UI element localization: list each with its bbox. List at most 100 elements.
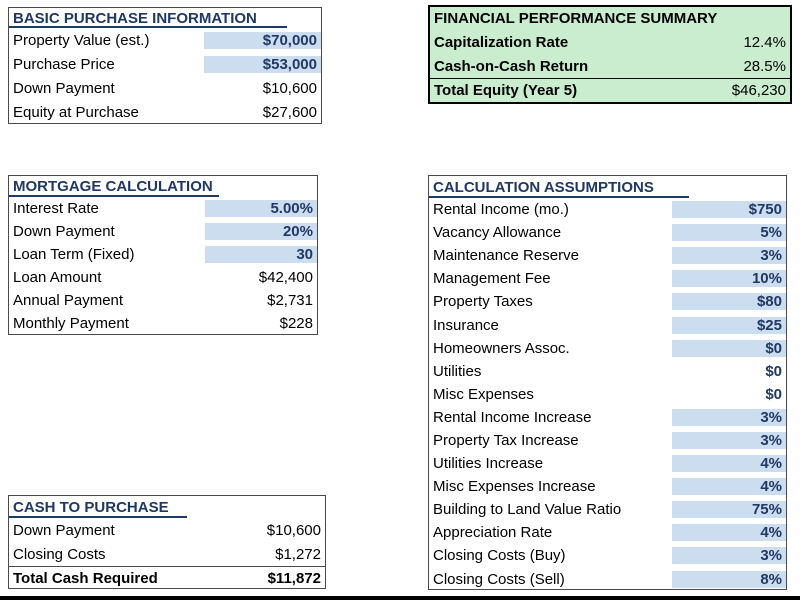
table-row: Utilities $0 <box>429 360 786 383</box>
table-row: Homeowners Assoc. $0 <box>429 337 786 360</box>
row-label: Loan Amount <box>13 269 102 286</box>
row-label: Total Cash Required <box>13 570 158 587</box>
row-label: Homeowners Assoc. <box>433 339 570 357</box>
input-value-cell[interactable]: 3% <box>672 247 786 265</box>
row-label: Property Taxes <box>433 293 533 311</box>
input-value-cell[interactable]: $25 <box>672 316 786 334</box>
input-value-cell[interactable]: 5% <box>672 224 786 242</box>
input-value-cell[interactable]: 75% <box>672 501 786 519</box>
input-value-cell[interactable]: $0 <box>672 339 786 357</box>
input-value-cell[interactable]: $53,000 <box>204 55 321 73</box>
table-row: Capitalization Rate 12.4% <box>430 30 790 54</box>
table-row: Purchase Price $53,000 <box>9 52 321 76</box>
input-value-cell[interactable]: $80 <box>672 293 786 311</box>
row-label: Closing Costs (Sell) <box>433 570 565 588</box>
table-row: Down Payment $10,600 <box>9 518 325 542</box>
input-value-cell[interactable]: 30 <box>205 246 317 263</box>
table-row: Equity at Purchase $27,600 <box>9 100 321 124</box>
table-row: Closing Costs $1,272 <box>9 542 325 566</box>
assumptions-table: CALCULATION ASSUMPTIONS Rental Income (m… <box>428 175 787 590</box>
basic-purchase-table: BASIC PURCHASE INFORMATION Property Valu… <box>8 7 322 124</box>
value-cell[interactable]: $10,600 <box>262 79 317 97</box>
input-value-cell[interactable]: $750 <box>672 201 786 219</box>
table-row: Management Fee 10% <box>429 267 786 290</box>
section-title: CASH TO PURCHASE <box>9 496 325 518</box>
table-row: Rental Income (mo.) $750 <box>429 198 786 221</box>
row-label: Misc Expenses <box>433 385 534 403</box>
value-cell[interactable]: $0 <box>765 385 782 403</box>
input-value-cell[interactable]: 3% <box>672 431 786 449</box>
row-label: Misc Expenses Increase <box>433 478 596 496</box>
table-row: Annual Payment $2,731 <box>9 289 317 312</box>
value-cell[interactable]: $27,600 <box>262 103 317 121</box>
table-row: Property Taxes $80 <box>429 290 786 313</box>
value-cell[interactable]: $11,872 <box>267 570 321 587</box>
section-title: MORTGAGE CALCULATION <box>9 176 317 197</box>
table-row: Rental Income Increase 3% <box>429 406 786 429</box>
mortgage-table: MORTGAGE CALCULATION Interest Rate 5.00% D… <box>8 175 318 335</box>
input-value-cell[interactable]: $70,000 <box>204 31 321 49</box>
input-value-cell[interactable]: 4% <box>672 478 786 496</box>
row-label: Rental Income Increase <box>433 408 592 426</box>
value-cell[interactable]: 28.5% <box>743 57 786 75</box>
title-underline <box>429 196 689 198</box>
table-row: Appreciation Rate 4% <box>429 521 786 544</box>
row-label: Closing Costs <box>13 545 106 563</box>
title-underline <box>9 195 219 197</box>
input-value-cell[interactable]: 10% <box>672 270 786 288</box>
table-row: Interest Rate 5.00% <box>9 197 317 220</box>
table-row: Closing Costs (Sell) 8% <box>429 568 786 591</box>
table-body: Down Payment $10,600 Closing Costs $1,272 To… <box>9 518 325 590</box>
value-cell[interactable]: $2,731 <box>267 292 313 309</box>
input-value-cell[interactable]: 20% <box>205 223 317 240</box>
window-bottom-border <box>0 596 800 600</box>
table-row: Loan Term (Fixed) 30 <box>9 243 317 266</box>
row-label: Down Payment <box>13 223 115 240</box>
input-value-cell[interactable]: 4% <box>672 524 786 542</box>
value-cell[interactable]: $1,272 <box>275 545 321 563</box>
table-row: Closing Costs (Buy) 3% <box>429 544 786 567</box>
row-label: Utilities <box>433 362 482 380</box>
value-cell[interactable]: $228 <box>279 315 313 332</box>
title-underline <box>9 516 187 518</box>
table-body: Interest Rate 5.00% Down Payment 20% Loan Te… <box>9 197 317 335</box>
table-row: Utilities Increase 4% <box>429 452 786 475</box>
row-label: Equity at Purchase <box>13 103 139 121</box>
value-cell[interactable]: 12.4% <box>743 33 786 51</box>
table-body: Property Value (est.) $70,000 Purchase Pri… <box>9 28 321 124</box>
input-value-cell[interactable]: 3% <box>672 408 786 426</box>
value-cell[interactable]: $10,600 <box>266 521 321 539</box>
value-cell[interactable]: $0 <box>765 362 782 380</box>
input-value-cell[interactable]: 5.00% <box>205 200 317 217</box>
row-label: Building to Land Value Ratio <box>433 501 622 519</box>
table-row: Misc Expenses $0 <box>429 383 786 406</box>
input-value-cell[interactable]: 3% <box>672 547 786 565</box>
table-row: Down Payment 20% <box>9 220 317 243</box>
financial-summary-table: FINANCIAL PERFORMANCE SUMMARY Capitaliza… <box>428 5 792 104</box>
section-title-text: FINANCIAL PERFORMANCE SUMMARY <box>434 10 718 27</box>
table-row: Property Tax Increase 3% <box>429 429 786 452</box>
table-row: Vacancy Allowance 5% <box>429 221 786 244</box>
table-row: Total Cash Required $11,872 <box>9 566 325 590</box>
row-label: Capitalization Rate <box>434 33 569 51</box>
table-row: Building to Land Value Ratio 75% <box>429 498 786 521</box>
value-cell[interactable]: $42,400 <box>258 269 313 286</box>
row-label: Property Value (est.) <box>13 31 150 49</box>
row-label: Vacancy Allowance <box>433 224 562 242</box>
table-row: Misc Expenses Increase 4% <box>429 475 786 498</box>
row-label: Maintenance Reserve <box>433 247 579 265</box>
table-row: Monthly Payment $228 <box>9 312 317 335</box>
row-label: Appreciation Rate <box>433 524 553 542</box>
section-title: CALCULATION ASSUMPTIONS <box>429 176 786 198</box>
section-title-text: CASH TO PURCHASE <box>13 498 169 516</box>
input-value-cell[interactable]: 4% <box>672 455 786 473</box>
section-title-text: CALCULATION ASSUMPTIONS <box>433 178 654 196</box>
table-row: Cash-on-Cash Return 28.5% <box>430 54 790 78</box>
input-value-cell[interactable]: 8% <box>672 570 786 588</box>
value-cell[interactable]: $46,230 <box>731 82 786 99</box>
section-title: BASIC PURCHASE INFORMATION <box>9 8 321 28</box>
section-title: FINANCIAL PERFORMANCE SUMMARY <box>430 7 790 30</box>
row-label: Annual Payment <box>13 292 124 309</box>
row-label: Total Equity (Year 5) <box>434 82 578 99</box>
